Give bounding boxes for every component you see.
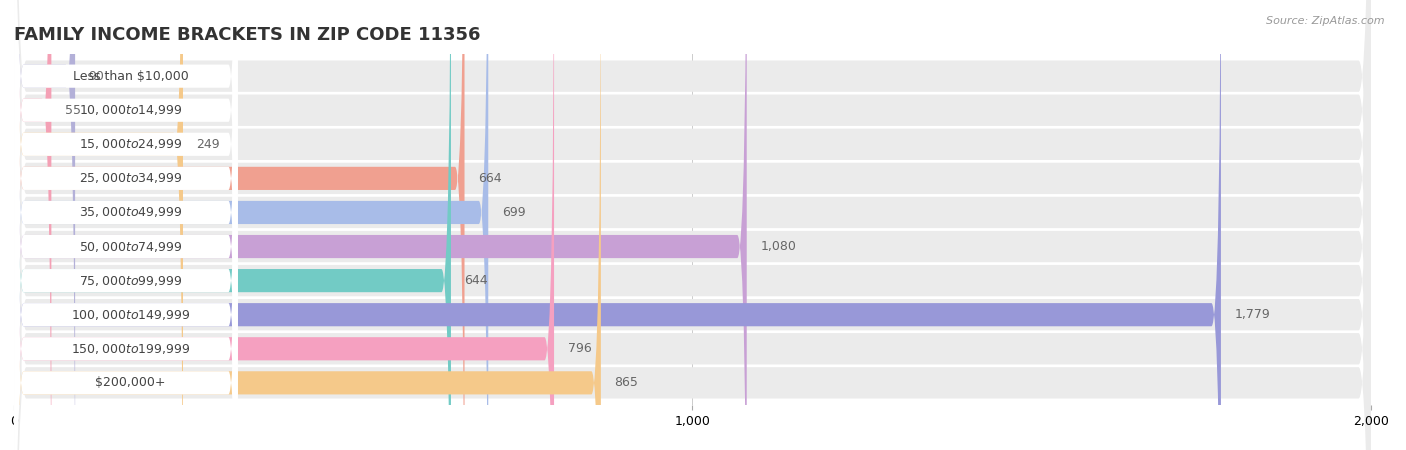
FancyBboxPatch shape (14, 0, 600, 450)
FancyBboxPatch shape (14, 0, 1371, 450)
Text: $100,000 to $149,999: $100,000 to $149,999 (70, 308, 190, 322)
FancyBboxPatch shape (14, 0, 747, 450)
FancyBboxPatch shape (14, 0, 238, 450)
Text: 90: 90 (89, 70, 104, 83)
FancyBboxPatch shape (14, 0, 1371, 450)
FancyBboxPatch shape (14, 0, 238, 450)
FancyBboxPatch shape (14, 0, 451, 450)
Text: $75,000 to $99,999: $75,000 to $99,999 (79, 274, 183, 288)
FancyBboxPatch shape (14, 0, 1371, 450)
FancyBboxPatch shape (14, 0, 554, 450)
Text: Source: ZipAtlas.com: Source: ZipAtlas.com (1267, 16, 1385, 26)
Text: 699: 699 (502, 206, 526, 219)
FancyBboxPatch shape (14, 0, 75, 450)
FancyBboxPatch shape (14, 0, 183, 450)
Text: Less than $10,000: Less than $10,000 (73, 70, 188, 83)
FancyBboxPatch shape (14, 0, 1220, 450)
Text: $35,000 to $49,999: $35,000 to $49,999 (79, 206, 183, 220)
Text: 1,080: 1,080 (761, 240, 796, 253)
FancyBboxPatch shape (14, 0, 238, 450)
FancyBboxPatch shape (14, 0, 464, 450)
FancyBboxPatch shape (14, 0, 1371, 450)
FancyBboxPatch shape (14, 0, 1371, 450)
FancyBboxPatch shape (14, 0, 1371, 450)
FancyBboxPatch shape (14, 0, 238, 450)
Text: $150,000 to $199,999: $150,000 to $199,999 (70, 342, 190, 356)
FancyBboxPatch shape (14, 0, 238, 450)
Text: 644: 644 (464, 274, 488, 287)
FancyBboxPatch shape (14, 0, 238, 450)
FancyBboxPatch shape (14, 0, 1371, 450)
Text: $15,000 to $24,999: $15,000 to $24,999 (79, 137, 183, 151)
Text: 664: 664 (478, 172, 502, 185)
FancyBboxPatch shape (14, 0, 238, 450)
FancyBboxPatch shape (14, 0, 1371, 450)
FancyBboxPatch shape (14, 0, 238, 450)
FancyBboxPatch shape (14, 0, 1371, 450)
Text: $25,000 to $34,999: $25,000 to $34,999 (79, 171, 183, 185)
Text: 865: 865 (614, 376, 638, 389)
Text: $50,000 to $74,999: $50,000 to $74,999 (79, 239, 183, 253)
FancyBboxPatch shape (14, 0, 52, 450)
FancyBboxPatch shape (14, 0, 1371, 450)
FancyBboxPatch shape (14, 0, 488, 450)
Text: 249: 249 (197, 138, 221, 151)
FancyBboxPatch shape (14, 0, 238, 450)
Text: FAMILY INCOME BRACKETS IN ZIP CODE 11356: FAMILY INCOME BRACKETS IN ZIP CODE 11356 (14, 26, 481, 44)
Text: 796: 796 (568, 342, 592, 355)
Text: 55: 55 (65, 104, 82, 117)
Text: $200,000+: $200,000+ (96, 376, 166, 389)
Text: $10,000 to $14,999: $10,000 to $14,999 (79, 103, 183, 117)
FancyBboxPatch shape (14, 0, 238, 450)
Text: 1,779: 1,779 (1234, 308, 1270, 321)
